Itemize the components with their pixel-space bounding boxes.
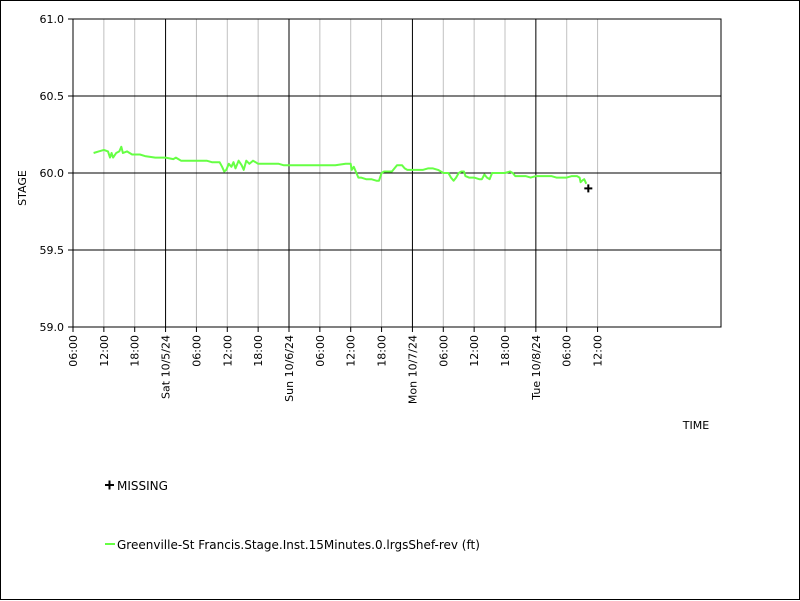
legend-missing: MISSING — [105, 479, 168, 493]
missing-marker — [584, 184, 593, 193]
x-axis-title: TIME — [682, 419, 709, 432]
y-tick-label: 60.5 — [40, 90, 65, 103]
x-axis-ticks: 06:00 12:00 18:00 Sat 10/5/24 06:00 12:00 18:0… — [67, 327, 605, 404]
x-tick-label: 06:00 — [67, 335, 80, 367]
x-tick-label: 12:00 — [221, 335, 234, 367]
x-tick-label: 06:00 — [561, 335, 574, 367]
x-tick-label: 18:00 — [376, 335, 389, 367]
series-legend-label: Greenville-St Francis.Stage.Inst.15Minut… — [117, 538, 480, 552]
x-tick-label: 12:00 — [468, 335, 481, 367]
y-tick-label: 59.0 — [40, 321, 65, 334]
missing-legend-marker — [105, 480, 114, 490]
missing-legend-label: MISSING — [117, 479, 168, 493]
y-axis-ticks: 59.0 59.5 60.0 60.5 61.0 — [40, 13, 73, 334]
x-tick-label: 18:00 — [129, 335, 142, 367]
legend-series: Greenville-St Francis.Stage.Inst.15Minut… — [105, 538, 480, 552]
x-tick-label: Tue 10/8/24 — [530, 335, 543, 401]
x-tick-label: 18:00 — [499, 335, 512, 367]
x-tick-label: Mon 10/7/24 — [406, 335, 419, 404]
x-tick-label: 06:00 — [314, 335, 327, 367]
x-tick-label: 06:00 — [190, 335, 203, 367]
series-line — [93, 145, 588, 185]
y-tick-label: 61.0 — [40, 13, 65, 26]
y-tick-label: 60.0 — [40, 167, 65, 180]
x-tick-label: 12:00 — [592, 335, 605, 367]
x-tick-label: Sun 10/6/24 — [283, 335, 296, 402]
x-tick-label: 12:00 — [98, 335, 111, 367]
x-tick-label: 06:00 — [437, 335, 450, 367]
x-tick-label: Sat 10/5/24 — [160, 335, 173, 399]
y-axis-title: STAGE — [16, 170, 29, 206]
missing-markers — [584, 184, 593, 193]
x-tick-label: 12:00 — [345, 335, 358, 367]
major-grid — [73, 18, 721, 328]
x-tick-label: 18:00 — [252, 335, 265, 367]
y-tick-label: 59.5 — [40, 244, 65, 257]
